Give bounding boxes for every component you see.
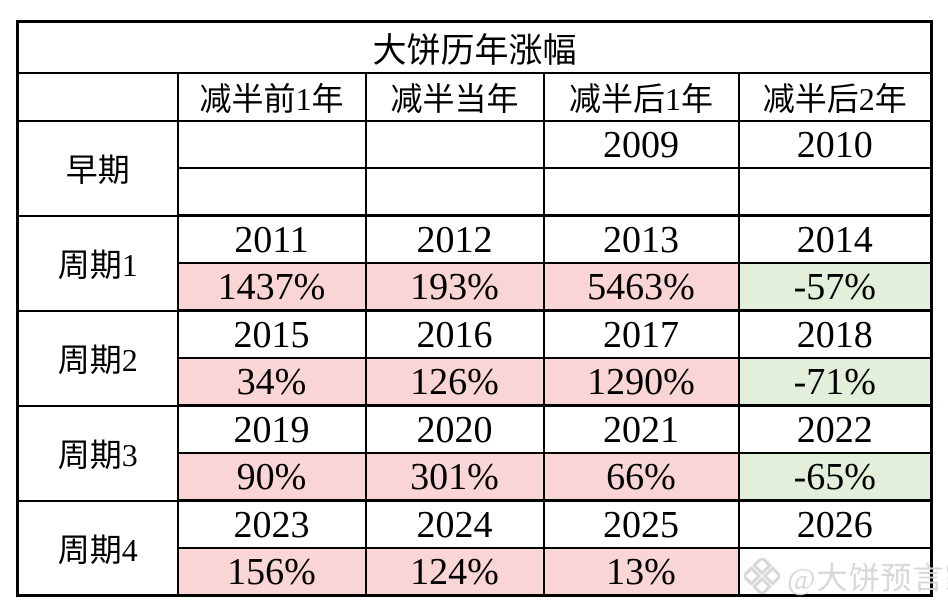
cycle-label-3: 周期3	[16, 404, 179, 502]
column-header-post1: 减半后1年	[542, 72, 740, 122]
year-cell: 2016	[364, 309, 545, 359]
year-cell: 2023	[176, 499, 367, 549]
change-cell-gain: 193%	[364, 262, 545, 312]
year-cell: 2022	[737, 404, 933, 454]
cycle-label-2: 周期2	[16, 309, 179, 407]
cycle-label-4: 周期4	[16, 499, 179, 597]
year-cell: 2009	[542, 120, 740, 169]
change-cell-gain: 1290%	[542, 357, 740, 407]
change-cell-loss: -71%	[737, 357, 933, 407]
table-row-early-years: 早期 2009 2010	[16, 120, 933, 217]
change-cell	[737, 167, 933, 217]
column-header-blank	[16, 72, 179, 122]
year-cell: 2020	[364, 404, 545, 454]
change-cell	[176, 167, 367, 217]
year-cell	[364, 120, 545, 169]
watermark-text: @大饼预言家	[787, 561, 948, 596]
change-cell	[542, 167, 740, 217]
table-row-cycle1-changes: 1437% 193% 5463% -57%	[18, 262, 933, 312]
table-row-early-changes	[18, 167, 933, 217]
change-cell-gain: 66%	[542, 452, 740, 502]
year-cell: 2010	[737, 120, 933, 169]
table-row-cycle2-years: 周期2 2015 2016 2017 2018	[16, 309, 933, 407]
year-cell: 2025	[542, 499, 740, 549]
table-row-cycle4-years: 周期4 2023 2024 2025 2026	[16, 499, 933, 597]
change-cell	[364, 167, 545, 217]
year-cell: 2021	[542, 404, 740, 454]
year-cell: 2026	[737, 499, 933, 549]
change-cell-gain: 90%	[176, 452, 367, 502]
column-header-pre1: 减半前1年	[176, 72, 367, 122]
change-cell-gain: 13%	[542, 547, 740, 597]
column-header-halving-year: 减半当年	[364, 72, 545, 122]
halving-gains-table: 大饼历年涨幅 减半前1年 减半当年 减半后1年 减半后2年 早期 2009 20…	[16, 20, 934, 597]
change-cell-gain: 1437%	[176, 262, 367, 312]
cycle-label-1: 周期1	[16, 214, 179, 312]
table-row-cycle4-changes: 156% 124% 13%	[18, 547, 933, 597]
year-cell: 2017	[542, 309, 740, 359]
year-cell: 2013	[542, 214, 740, 264]
table-row-cycle3-years: 周期3 2019 2020 2021 2022	[16, 404, 933, 502]
column-header-post2: 减半后2年	[737, 72, 933, 122]
year-cell: 2015	[176, 309, 367, 359]
year-cell: 2012	[364, 214, 545, 264]
change-cell-gain: 301%	[364, 452, 545, 502]
change-cell-gain: 126%	[364, 357, 545, 407]
watermark: @大饼预言家	[744, 553, 948, 598]
year-cell: 2011	[176, 214, 367, 264]
change-cell-loss: -65%	[737, 452, 933, 502]
year-cell: 2018	[737, 309, 933, 359]
title-row: 大饼历年涨幅	[16, 20, 933, 74]
change-cell-gain: 156%	[176, 547, 367, 597]
change-cell-loss: -57%	[737, 262, 933, 312]
change-cell-gain: 34%	[176, 357, 367, 407]
year-cell: 2019	[176, 404, 367, 454]
table-row-cycle2-changes: 34% 126% 1290% -71%	[18, 357, 933, 407]
year-cell: 2024	[364, 499, 545, 549]
table-title: 大饼历年涨幅	[16, 20, 933, 74]
change-cell-gain: 124%	[364, 547, 545, 597]
table-row-cycle1-years: 周期1 2011 2012 2013 2014	[16, 214, 933, 312]
year-cell: 2014	[737, 214, 933, 264]
table-row-cycle3-changes: 90% 301% 66% -65%	[18, 452, 933, 502]
change-cell-gain: 5463%	[542, 262, 740, 312]
header-row: 减半前1年 减半当年 减半后1年 减半后2年	[16, 72, 933, 122]
cycle-label-early: 早期	[16, 120, 179, 217]
diamond-cluster-icon	[744, 557, 780, 594]
year-cell	[176, 120, 367, 169]
